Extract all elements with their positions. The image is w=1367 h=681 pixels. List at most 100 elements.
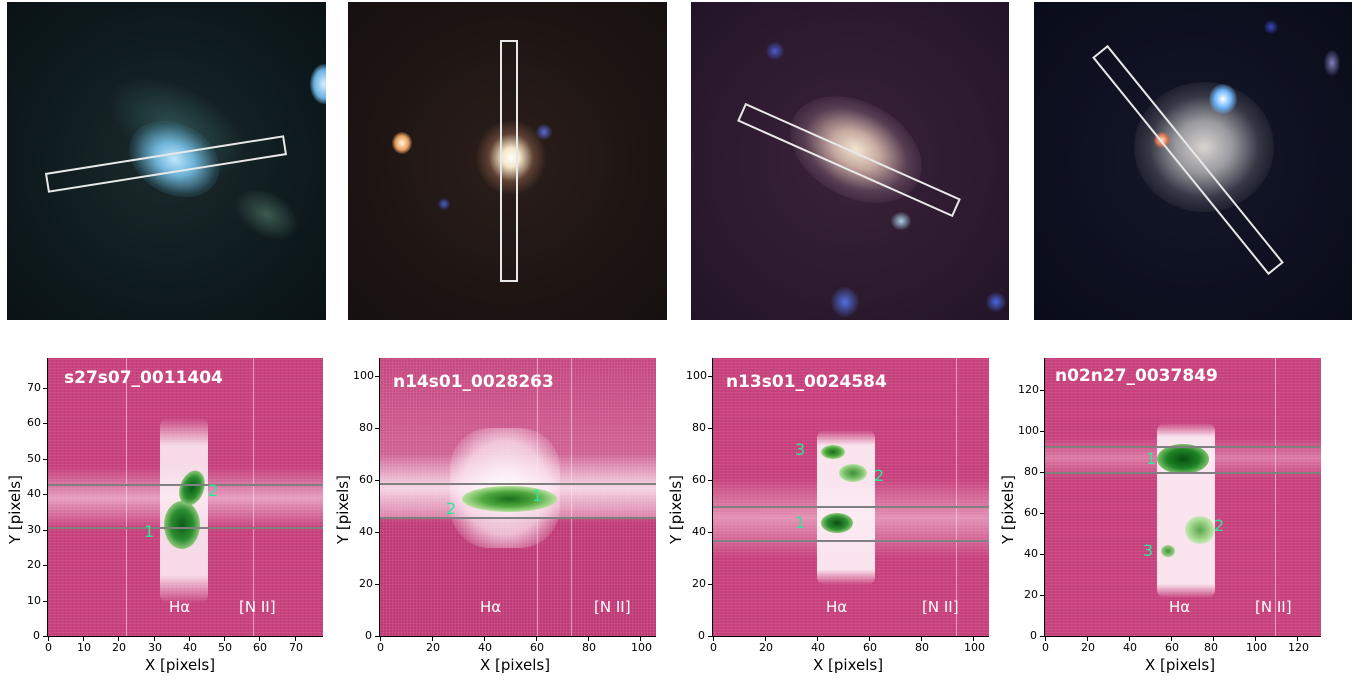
x-tick-label: 100 [1246,641,1267,654]
x-tick-label: 20 [1081,641,1095,654]
y-axis [47,358,48,637]
x-tick-label: 40 [1123,641,1137,654]
aperture-line-lower [713,540,989,542]
x-tick-label: 60 [530,641,544,654]
y-axis-label: Y [pixels] [6,475,24,544]
y-tick-label: 30 [27,523,41,536]
y-tick-label: 40 [692,525,706,538]
y-tick-label: 40 [359,525,373,538]
knot-label: 2 [446,499,457,518]
panel-title: n14s01_0028263 [393,372,554,392]
y-tick-label: 0 [33,629,40,642]
y-tick-label: 40 [27,487,41,500]
knot-label: 3 [795,440,806,459]
y-tick-label: 80 [692,421,706,434]
y-axis-label: Y [pixels] [667,475,685,544]
y-tick-label: 20 [1024,588,1038,601]
x-axis [1045,636,1321,637]
x-tick-label: 60 [863,641,877,654]
x-tick-label: 120 [1288,641,1309,654]
panel-title: n13s01_0024584 [726,372,887,392]
y-tick-label: 0 [1030,629,1037,642]
knot-label: 2 [208,481,219,500]
aperture-line-upper [48,484,323,486]
y-tick-label: 60 [27,416,41,429]
spectrum-image: s27s07_0011404 Hα [N II] 1 2 [48,358,323,636]
x-tick-label: 40 [183,641,197,654]
x-tick-label: 0 [377,641,384,654]
panel-title: s27s07_0011404 [64,368,223,388]
spectrum-image: n14s01_0028263 Hα [N II] 2 1 [380,358,656,636]
y-tick-label: 80 [1024,465,1038,478]
x-tick-label: 80 [1204,641,1218,654]
aperture-line-upper [713,506,989,508]
galaxy-image-4 [1034,2,1352,320]
y-tick-label: 50 [27,452,41,465]
knot-label: 3 [1143,541,1154,560]
x-axis [713,636,989,637]
galaxy-image-3 [691,2,1009,320]
spectrum-panel-1: s27s07_0011404 Hα [N II] 1 2 0 10 20 30 … [0,330,340,681]
slit-rectangle [500,40,518,282]
y-axis [1044,358,1045,637]
nii-label: [N II] [922,598,959,616]
x-axis-label: X [pixels] [480,656,551,674]
x-tick-label: 20 [426,641,440,654]
x-tick-label: 60 [1165,641,1179,654]
x-tick-label: 30 [148,641,162,654]
halpha-label: Hα [169,598,191,616]
x-tick-label: 20 [112,641,126,654]
y-tick-label: 60 [692,473,706,486]
halpha-label: Hα [1169,598,1191,616]
x-tick-label: 60 [253,641,267,654]
knot-label: 1 [532,486,543,505]
y-tick-label: 40 [1024,547,1038,560]
y-tick-label: 120 [1018,383,1039,396]
x-axis-label: X [pixels] [1145,656,1216,674]
y-axis [379,358,380,637]
x-axis [380,636,656,637]
knot-label: 1 [1146,449,1157,468]
aperture-line-lower [380,517,656,519]
knot-label: 2 [1214,516,1225,535]
x-tick-label: 80 [915,641,929,654]
panel-title: n02n27_0037849 [1055,366,1218,386]
spectrum-panel-4: n02n27_0037849 Hα [N II] 1 2 3 0 20 40 6… [997,330,1337,681]
x-tick-label: 80 [582,641,596,654]
spectrum-image: n02n27_0037849 Hα [N II] 1 2 3 [1045,358,1321,636]
knot-label: 2 [874,466,885,485]
x-tick-label: 40 [811,641,825,654]
x-tick-label: 40 [478,641,492,654]
y-tick-label: 0 [698,629,705,642]
aperture-line-upper [1045,446,1321,448]
knot-label: 1 [144,522,155,541]
x-tick-label: 0 [1042,641,1049,654]
spectrum-panel-3: n13s01_0024584 Hα [N II] 3 2 1 0 20 40 6… [665,330,1005,681]
x-axis-label: X [pixels] [813,656,884,674]
aperture-line-lower [1045,472,1321,474]
x-tick-label: 50 [218,641,232,654]
x-tick-label: 0 [45,641,52,654]
y-tick-label: 20 [692,577,706,590]
x-tick-label: 70 [289,641,303,654]
knot-label: 1 [795,513,806,532]
x-tick-label: 100 [631,641,652,654]
y-tick-label: 100 [353,369,374,382]
x-tick-label: 20 [759,641,773,654]
aperture-line-lower [48,527,323,529]
y-tick-label: 0 [365,629,372,642]
y-axis [712,358,713,637]
halpha-label: Hα [826,598,848,616]
nii-label: [N II] [594,598,631,616]
x-tick-label: 0 [710,641,717,654]
x-axis [48,636,323,637]
y-axis-label: Y [pixels] [334,475,352,544]
y-tick-label: 20 [359,577,373,590]
nii-label: [N II] [239,598,276,616]
y-axis-label: Y [pixels] [999,475,1017,544]
spectrum-image: n13s01_0024584 Hα [N II] 3 2 1 [713,358,989,636]
y-tick-label: 20 [27,558,41,571]
y-tick-label: 10 [27,594,41,607]
x-axis-label: X [pixels] [145,656,216,674]
x-tick-label: 10 [77,641,91,654]
